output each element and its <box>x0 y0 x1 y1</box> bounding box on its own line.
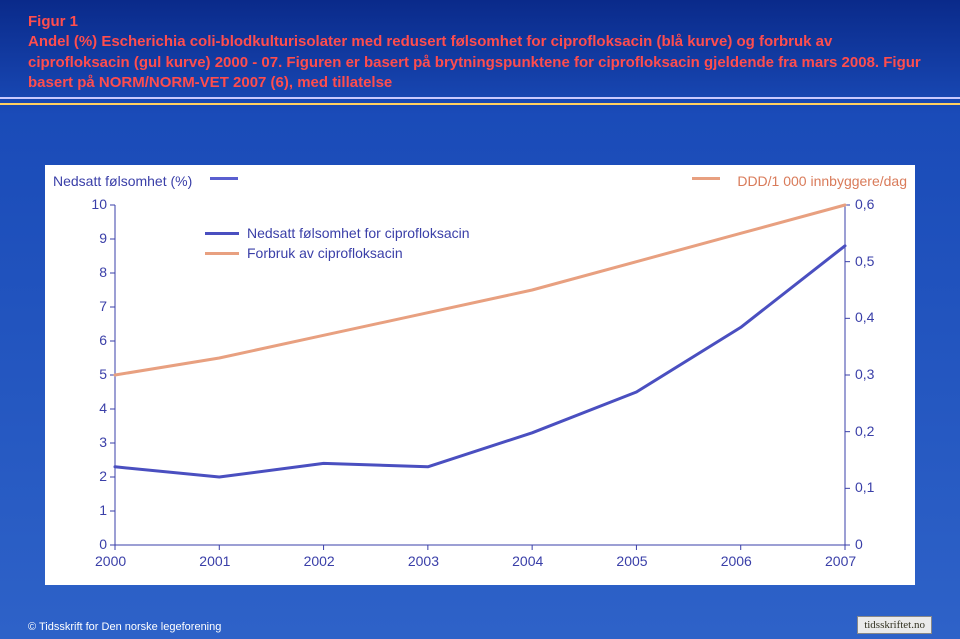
y-right-tick: 0,6 <box>855 196 874 212</box>
y-left-tick: 0 <box>99 536 107 552</box>
legend-swatch <box>205 252 239 255</box>
y-left-tick: 5 <box>99 366 107 382</box>
x-tick: 2004 <box>512 553 543 569</box>
divider-bottom <box>0 103 960 105</box>
legend-item: Forbruk av ciprofloksacin <box>205 245 470 261</box>
y-right-tick: 0 <box>855 536 863 552</box>
chart-svg <box>45 165 915 585</box>
y-left-tick: 6 <box>99 332 107 348</box>
divider-top <box>0 97 960 99</box>
legend-label: Forbruk av ciprofloksacin <box>247 245 403 261</box>
x-tick: 2001 <box>199 553 230 569</box>
chart-container: Nedsatt følsomhet (%) DDD/1 000 innbygge… <box>45 165 915 585</box>
x-tick: 2006 <box>721 553 752 569</box>
y-right-tick: 0,3 <box>855 366 874 382</box>
tidsskriftet-logo: tidsskriftet.no <box>857 616 932 634</box>
slide: { "caption": { "fig_no": "Figur 1", "lin… <box>0 0 960 639</box>
y-right-tick: 0,2 <box>855 423 874 439</box>
legend-label: Nedsatt følsomhet for ciprofloksacin <box>247 225 470 241</box>
y-left-tick: 2 <box>99 468 107 484</box>
x-tick: 2003 <box>408 553 439 569</box>
x-tick: 2002 <box>304 553 335 569</box>
x-tick: 2000 <box>95 553 126 569</box>
y-right-tick: 0,1 <box>855 479 874 495</box>
figure-caption-text: Andel (%) Escherichia coli-blodkulturiso… <box>28 33 921 91</box>
y-left-tick: 9 <box>99 230 107 246</box>
copyright-text: © Tidsskrift for Den norske legeforening <box>28 621 221 633</box>
y-left-tick: 7 <box>99 298 107 314</box>
y-right-tick: 0,4 <box>855 309 874 325</box>
legend-item: Nedsatt følsomhet for ciprofloksacin <box>205 225 470 241</box>
y-left-tick: 1 <box>99 502 107 518</box>
y-left-tick: 8 <box>99 264 107 280</box>
x-tick: 2005 <box>616 553 647 569</box>
x-tick: 2007 <box>825 553 856 569</box>
y-left-tick: 3 <box>99 434 107 450</box>
y-right-tick: 0,5 <box>855 253 874 269</box>
chart-legend: Nedsatt følsomhet for ciprofloksacin Forb… <box>205 225 470 265</box>
y-left-tick: 4 <box>99 400 107 416</box>
figure-number: Figur 1 <box>28 13 78 30</box>
slide-footer: © Tidsskrift for Den norske legeforening… <box>0 615 960 639</box>
figure-caption: Figur 1 Andel (%) Escherichia coli-blodk… <box>0 0 960 93</box>
y-left-tick: 10 <box>91 196 107 212</box>
legend-swatch <box>205 232 239 235</box>
